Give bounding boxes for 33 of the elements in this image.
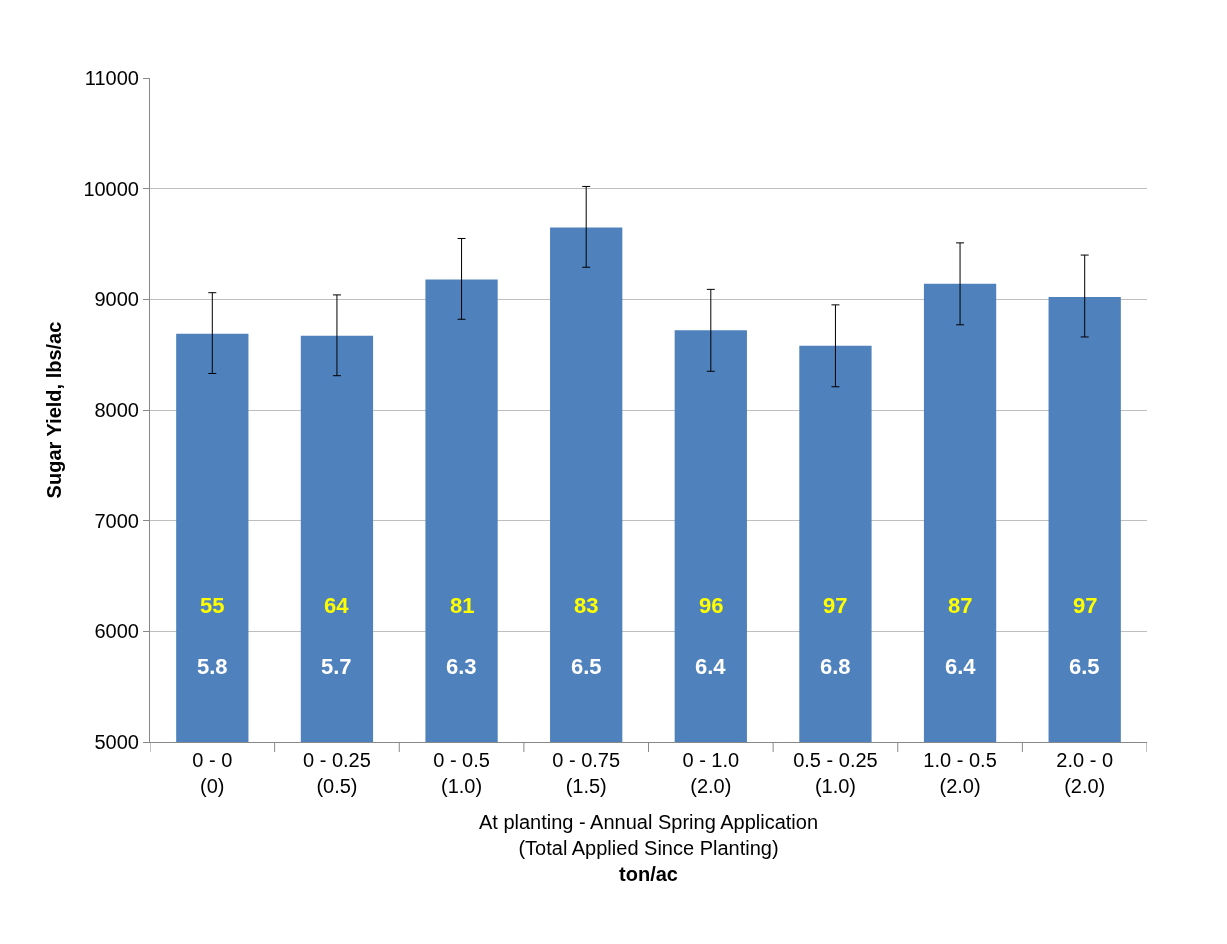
x-axis-title: At planting - Annual Spring Application (Total Applied Since Planting) ton/ac (478, 810, 819, 885)
annotation: 6.3 (446, 654, 477, 679)
annotation: 6.5 (1069, 654, 1100, 679)
annotation: 81 (450, 593, 475, 618)
annotation: 5.7 (321, 654, 352, 679)
x-tick-label: 1.0 - 0.5 (2.0) (923, 749, 997, 797)
y-tick-label: 6000 (94, 620, 139, 643)
x-tick-label: 0 - 1.0 (2.0) (682, 749, 740, 797)
y-axis-title: Sugar Yield, lbs/ac (42, 321, 65, 499)
x-tick-label: 2.0 - 0 (2.0) (1056, 749, 1114, 797)
annotation: 97 (1073, 593, 1098, 618)
annotation: 6.4 (695, 654, 727, 679)
x-tick-label: 0 - 0.5 (1.0) (433, 749, 490, 797)
y-tick-label: 8000 (94, 399, 139, 421)
annotation: 5.8 (197, 654, 228, 679)
x-tick-label: 0.5 - 0.25 (1.0) (793, 749, 878, 797)
x-tick-label: 0 - 0 (0) (192, 749, 233, 797)
annotation: 6.4 (945, 654, 977, 679)
x-tick-label: 0 - 0.75 (1.5) (552, 749, 621, 797)
y-tick-label: 10000 (83, 177, 139, 200)
annotation: 6.5 (571, 654, 602, 679)
annotation: 97 (823, 593, 848, 618)
y-tick-label: 7000 (94, 509, 139, 532)
annotation: 83 (574, 593, 599, 618)
x-tick-label: 0 - 0.25 (0.5) (303, 749, 371, 797)
annotation: 96 (699, 593, 724, 618)
annotation: 64 (324, 593, 350, 618)
annotation: 6.8 (820, 654, 851, 679)
annotation: 55 (200, 593, 225, 618)
annotation: 87 (948, 593, 973, 618)
y-tick-label: 9000 (94, 288, 139, 311)
y-tick-label: 5000 (94, 731, 139, 753)
y-tick-label: 11000 (84, 67, 139, 89)
